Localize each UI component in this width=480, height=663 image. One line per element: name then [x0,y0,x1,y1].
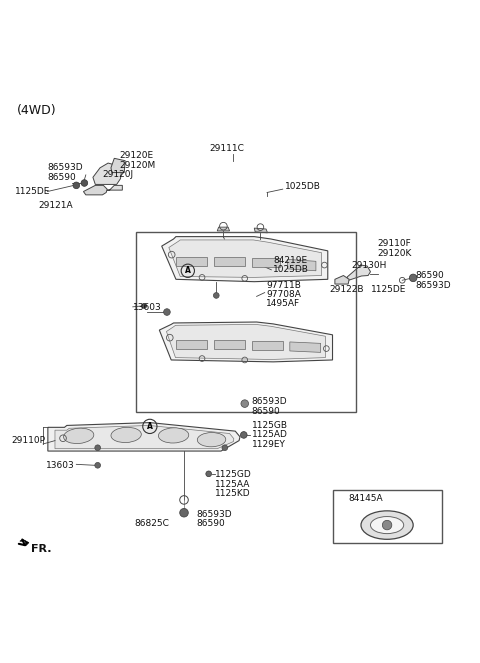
Text: 86590: 86590 [48,173,77,182]
Text: FR.: FR. [31,544,52,554]
Text: 86593D: 86593D [196,510,232,518]
Text: A: A [147,422,153,431]
Ellipse shape [158,428,189,443]
Text: 1125DE: 1125DE [14,187,50,196]
Polygon shape [55,426,234,449]
Circle shape [409,274,417,282]
Text: 1125KD: 1125KD [216,489,251,499]
Polygon shape [159,322,333,362]
Ellipse shape [197,432,226,447]
Polygon shape [290,342,321,352]
Polygon shape [217,227,229,231]
Circle shape [73,182,80,189]
Polygon shape [288,259,316,271]
Bar [136,232,356,412]
Circle shape [214,292,219,298]
Polygon shape [167,324,325,359]
Ellipse shape [111,428,141,442]
Text: 13603: 13603 [46,461,74,470]
Circle shape [164,309,170,316]
Circle shape [222,445,228,451]
Ellipse shape [371,516,404,534]
Text: 86590: 86590 [252,406,281,416]
Circle shape [81,180,88,186]
Text: 84145A: 84145A [348,494,383,503]
Text: 97711B: 97711B [266,280,301,290]
Polygon shape [20,539,29,546]
Circle shape [95,463,100,468]
Circle shape [95,445,100,451]
Text: 1125AA: 1125AA [216,480,251,489]
Polygon shape [214,339,245,349]
Polygon shape [176,339,207,349]
Text: 1125GD: 1125GD [216,470,252,479]
Polygon shape [335,276,349,284]
Text: 86590: 86590 [416,271,444,280]
Polygon shape [176,257,207,266]
Text: 84219E: 84219E [273,256,307,265]
Text: 29121A: 29121A [38,202,73,210]
Polygon shape [252,341,283,349]
Polygon shape [111,158,125,172]
Text: 1025DB: 1025DB [273,265,309,274]
Polygon shape [84,186,107,195]
Text: A: A [185,267,191,275]
Ellipse shape [63,428,94,444]
Text: 86593D: 86593D [48,163,84,172]
Circle shape [241,400,249,407]
Text: 29120J: 29120J [102,170,133,180]
Text: 97708A: 97708A [266,290,301,299]
Text: 29122B: 29122B [329,285,364,294]
Text: 1129EY: 1129EY [252,440,286,449]
Circle shape [206,471,212,477]
Text: 13603: 13603 [133,303,162,312]
Circle shape [180,509,188,517]
Text: 1125GB: 1125GB [252,421,288,430]
Ellipse shape [361,511,413,539]
Polygon shape [89,186,122,190]
Text: 1495AF: 1495AF [266,300,300,308]
Text: 86590: 86590 [196,519,225,528]
Text: 1125DE: 1125DE [371,285,406,294]
Text: 1025DB: 1025DB [285,182,321,192]
Text: 29120E: 29120E [119,151,153,160]
Polygon shape [93,163,121,184]
Circle shape [383,520,392,530]
Text: 29130H: 29130H [351,261,387,270]
Text: 86593D: 86593D [416,280,451,290]
Text: (4WD): (4WD) [17,104,57,117]
Circle shape [142,304,146,308]
Polygon shape [169,240,322,277]
Text: 29110P: 29110P [12,436,45,445]
Polygon shape [254,228,267,233]
Text: 29111C: 29111C [209,145,244,153]
Text: 29120M: 29120M [119,161,155,170]
Bar [333,491,442,542]
Text: 29120K: 29120K [378,249,412,258]
Polygon shape [252,258,280,267]
Circle shape [240,432,247,438]
Text: 1125AD: 1125AD [252,430,288,440]
Polygon shape [347,265,371,280]
Polygon shape [48,422,240,451]
Text: 86825C: 86825C [135,519,169,528]
Polygon shape [214,257,245,266]
Text: 86593D: 86593D [252,397,288,406]
Polygon shape [162,237,328,282]
Text: 29110F: 29110F [378,239,411,248]
